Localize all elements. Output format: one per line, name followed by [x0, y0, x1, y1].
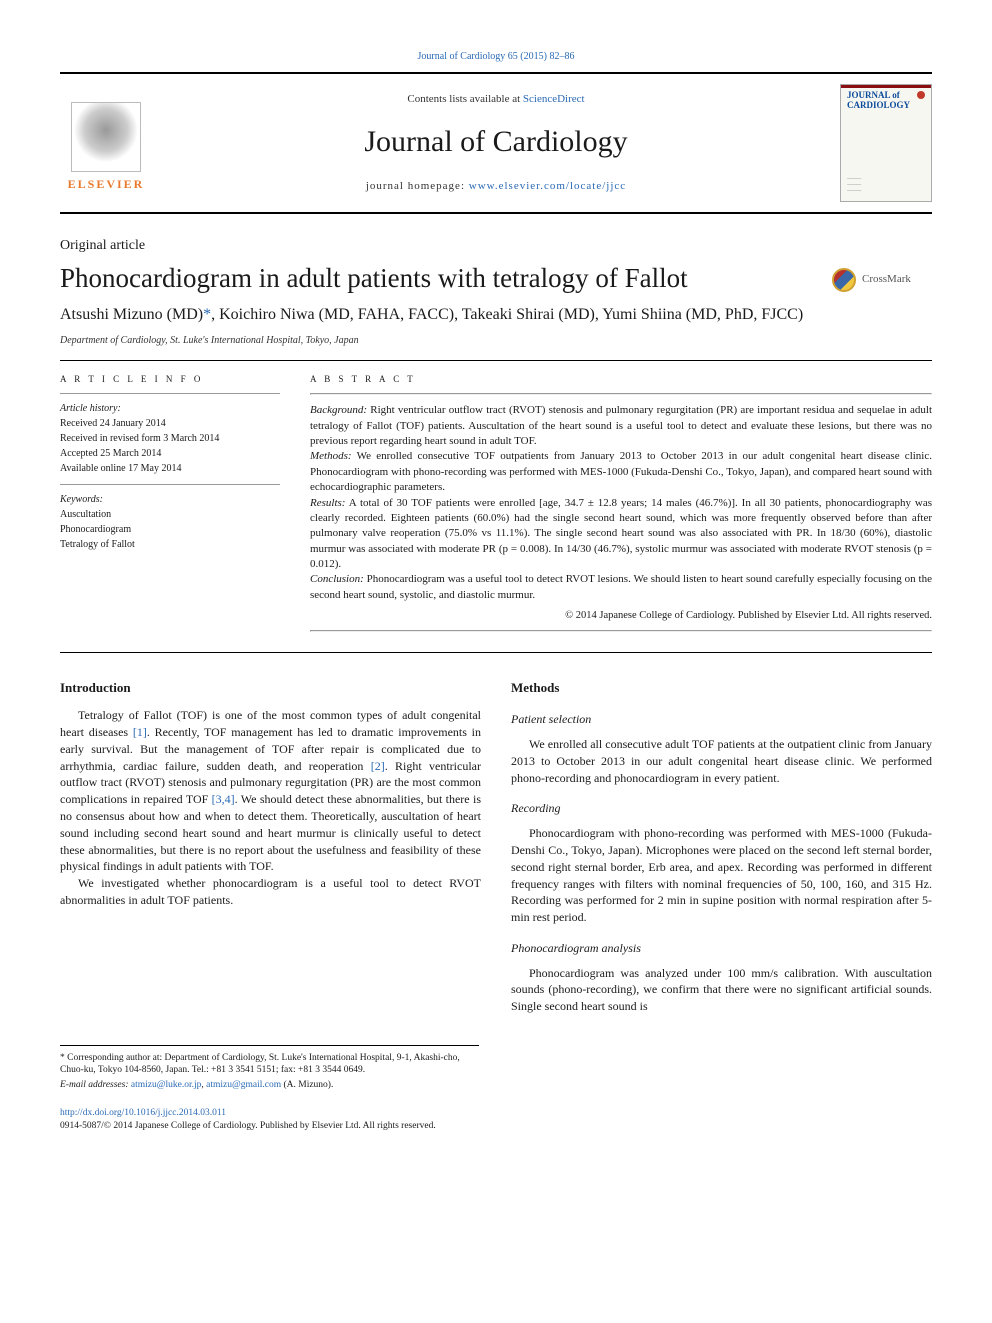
patient-selection-text: We enrolled all consecutive adult TOF pa… — [511, 736, 932, 786]
abs-conclusion-label: Conclusion: — [310, 573, 364, 585]
article-info: A R T I C L E I N F O Article history: R… — [60, 373, 280, 632]
keyword: Tetralogy of Fallot — [60, 538, 280, 552]
keyword: Auscultation — [60, 508, 280, 522]
elsevier-label: ELSEVIER — [68, 176, 145, 193]
methods-heading: Methods — [511, 679, 932, 697]
revised-date: Received in revised form 3 March 2014 — [60, 432, 280, 446]
journal-name: Journal of Cardiology — [166, 121, 826, 163]
journal-homepage-line: journal homepage: www.elsevier.com/locat… — [166, 179, 826, 194]
recording-text: Phonocardiogram with phono-recording was… — [511, 825, 932, 926]
online-date: Available online 17 May 2014 — [60, 462, 280, 476]
journal-cover-thumbnail: JOURNAL of CARDIOLOGY ──────────── — [840, 84, 932, 202]
abs-methods-text: We enrolled consecutive TOF outpatients … — [310, 450, 932, 493]
sciencedirect-link[interactable]: ScienceDirect — [523, 93, 585, 105]
pca-heading: Phonocardiogram analysis — [511, 940, 932, 957]
crossmark-badge[interactable]: CrossMark — [832, 266, 932, 294]
footnotes: * Corresponding author at: Department of… — [60, 1045, 479, 1091]
affiliation: Department of Cardiology, St. Luke's Int… — [60, 334, 932, 348]
issue-citation: Journal of Cardiology 65 (2015) 82–86 — [60, 50, 932, 64]
abs-results-label: Results: — [310, 497, 345, 509]
abs-background-text: Right ventricular outflow tract (RVOT) s… — [310, 404, 932, 447]
patient-selection-heading: Patient selection — [511, 711, 932, 728]
recording-heading: Recording — [511, 800, 932, 817]
left-column: Introduction Tetralogy of Fallot (TOF) i… — [60, 679, 481, 1015]
article-info-heading: A R T I C L E I N F O — [60, 373, 280, 386]
abs-conclusion-text: Phonocardiogram was a useful tool to det… — [310, 573, 932, 600]
crossmark-icon — [832, 268, 856, 292]
keywords-label: Keywords: — [60, 494, 103, 505]
elsevier-logo: ELSEVIER — [60, 93, 152, 193]
ref-link-34[interactable]: [3,4] — [212, 792, 235, 806]
abs-background-label: Background: — [310, 404, 367, 416]
pca-text: Phonocardiogram was analyzed under 100 m… — [511, 965, 932, 1015]
intro-paragraph-2: We investigated whether phonocardiogram … — [60, 875, 481, 909]
abstract-copyright: © 2014 Japanese College of Cardiology. P… — [310, 609, 932, 624]
received-date: Received 24 January 2014 — [60, 417, 280, 431]
issn-copyright: 0914-5087/© 2014 Japanese College of Car… — [60, 1121, 436, 1131]
contents-available-line: Contents lists available at ScienceDirec… — [166, 92, 826, 107]
divider — [60, 652, 932, 653]
right-column: Methods Patient selection We enrolled al… — [511, 679, 932, 1015]
abstract-heading: A B S T R A C T — [310, 373, 932, 386]
ref-link-2[interactable]: [2] — [371, 759, 385, 773]
email-line: E-mail addresses: atmizu@luke.or.jp, atm… — [60, 1079, 479, 1091]
article-type: Original article — [60, 236, 932, 256]
homepage-prefix: journal homepage: — [366, 180, 469, 192]
cover-title: JOURNAL of CARDIOLOGY — [847, 91, 925, 111]
doi-link[interactable]: http://dx.doi.org/10.1016/j.jjcc.2014.03… — [60, 1108, 226, 1118]
footer-bar: http://dx.doi.org/10.1016/j.jjcc.2014.03… — [60, 1107, 932, 1134]
homepage-link[interactable]: www.elsevier.com/locate/jjcc — [469, 180, 626, 192]
journal-header: ELSEVIER Contents lists available at Sci… — [60, 72, 932, 214]
accepted-date: Accepted 25 March 2014 — [60, 447, 280, 461]
elsevier-tree-icon — [71, 102, 141, 172]
email-link-2[interactable]: atmizu@gmail.com — [206, 1080, 281, 1090]
intro-paragraph-1: Tetralogy of Fallot (TOF) is one of the … — [60, 707, 481, 875]
introduction-heading: Introduction — [60, 679, 481, 697]
article-title: Phonocardiogram in adult patients with t… — [60, 262, 818, 294]
abstract: A B S T R A C T Background: Right ventri… — [310, 373, 932, 632]
ref-link-1[interactable]: [1] — [133, 725, 147, 739]
contents-prefix: Contents lists available at — [407, 93, 522, 105]
divider — [60, 360, 932, 361]
crossmark-label: CrossMark — [862, 272, 911, 287]
article-history-label: Article history: — [60, 403, 121, 414]
email-link-1[interactable]: atmizu@luke.or.jp — [131, 1080, 202, 1090]
corresponding-author-note: * Corresponding author at: Department of… — [60, 1052, 479, 1077]
keyword: Phonocardiogram — [60, 523, 280, 537]
author-list: Atsushi Mizuno (MD)*, Koichiro Niwa (MD,… — [60, 304, 932, 326]
abs-results-text: A total of 30 TOF patients were enrolled… — [310, 497, 932, 571]
abs-methods-label: Methods: — [310, 450, 352, 462]
